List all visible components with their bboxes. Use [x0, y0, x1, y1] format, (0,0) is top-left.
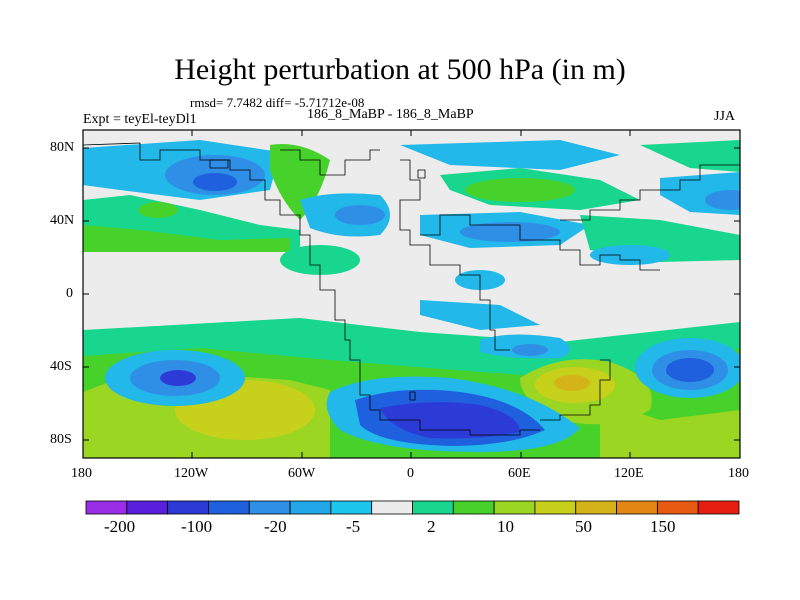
y-tick-0: 0 — [66, 286, 73, 301]
period-label: 186_8_MaBP - 186_8_MaBP — [307, 107, 474, 122]
colorbar-swatch — [208, 500, 250, 515]
y-tick-80s: 80S — [50, 432, 72, 447]
x-tick-180e: 180 — [728, 466, 749, 481]
colorbar-swatch — [248, 500, 291, 515]
colorbar-label: -100 — [181, 517, 213, 536]
colorbar-swatch — [493, 500, 536, 515]
stats-label: rmsd= 7.7482 diff= -5.71712e-08 — [190, 95, 365, 110]
season-label: JJA — [714, 109, 736, 124]
x-tick-60w: 60W — [288, 466, 316, 481]
colorbar-swatch — [452, 500, 495, 515]
colorbar-label: 150 — [650, 517, 676, 536]
plot-title: Height perturbation at 500 hPa (in m) — [174, 53, 626, 86]
contour-field — [83, 130, 740, 458]
coastline-outlines — [83, 142, 740, 436]
colorbar-swatch — [534, 500, 577, 515]
y-tick-80n: 80N — [50, 140, 75, 155]
colorbar-swatch — [85, 500, 128, 515]
x-tick-120e: 120E — [614, 466, 644, 481]
x-tick-180w: 180 — [71, 466, 92, 481]
colorbar-swatch — [289, 500, 332, 515]
colorbar-swatch — [412, 500, 454, 515]
colorbar — [85, 500, 740, 515]
colorbar-swatch — [330, 500, 373, 515]
colorbar-label: -20 — [264, 517, 287, 536]
x-tick-120w: 120W — [174, 466, 209, 481]
colorbar-label: -5 — [346, 517, 361, 536]
y-tick-40s: 40S — [50, 359, 72, 374]
tick-marks — [83, 130, 740, 458]
experiment-label: Expt = teyEl-teyDl1 — [83, 112, 197, 127]
colorbar-swatch — [656, 500, 699, 515]
colorbar-swatch — [167, 500, 209, 515]
y-tick-40n: 40N — [50, 213, 75, 228]
colorbar-swatch — [575, 500, 617, 515]
colorbar-swatch — [126, 500, 169, 515]
colorbar-label: -200 — [104, 517, 136, 536]
colorbar-label: 2 — [427, 517, 436, 536]
colorbar-swatch — [371, 500, 413, 515]
colorbar-label: 10 — [497, 517, 514, 536]
colorbar-swatch — [616, 500, 658, 515]
colorbar-swatch — [697, 500, 740, 515]
x-tick-0: 0 — [407, 466, 414, 481]
x-tick-60e: 60E — [508, 466, 531, 481]
colorbar-label: 50 — [575, 517, 592, 536]
